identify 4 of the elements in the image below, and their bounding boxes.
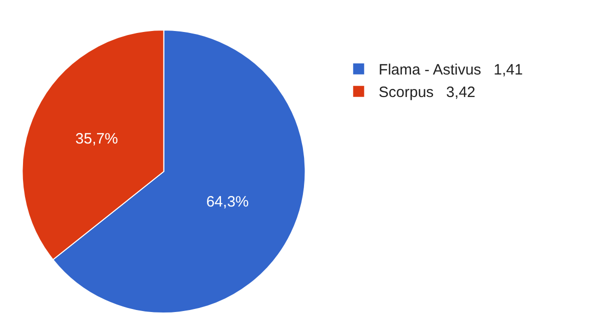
data-label: 64,3% xyxy=(206,194,249,211)
legend-label: Flama - Astivus 1,41 xyxy=(378,62,523,79)
legend-label: Scorpus 3,42 xyxy=(378,84,476,102)
data-label: 35,7% xyxy=(75,130,118,148)
